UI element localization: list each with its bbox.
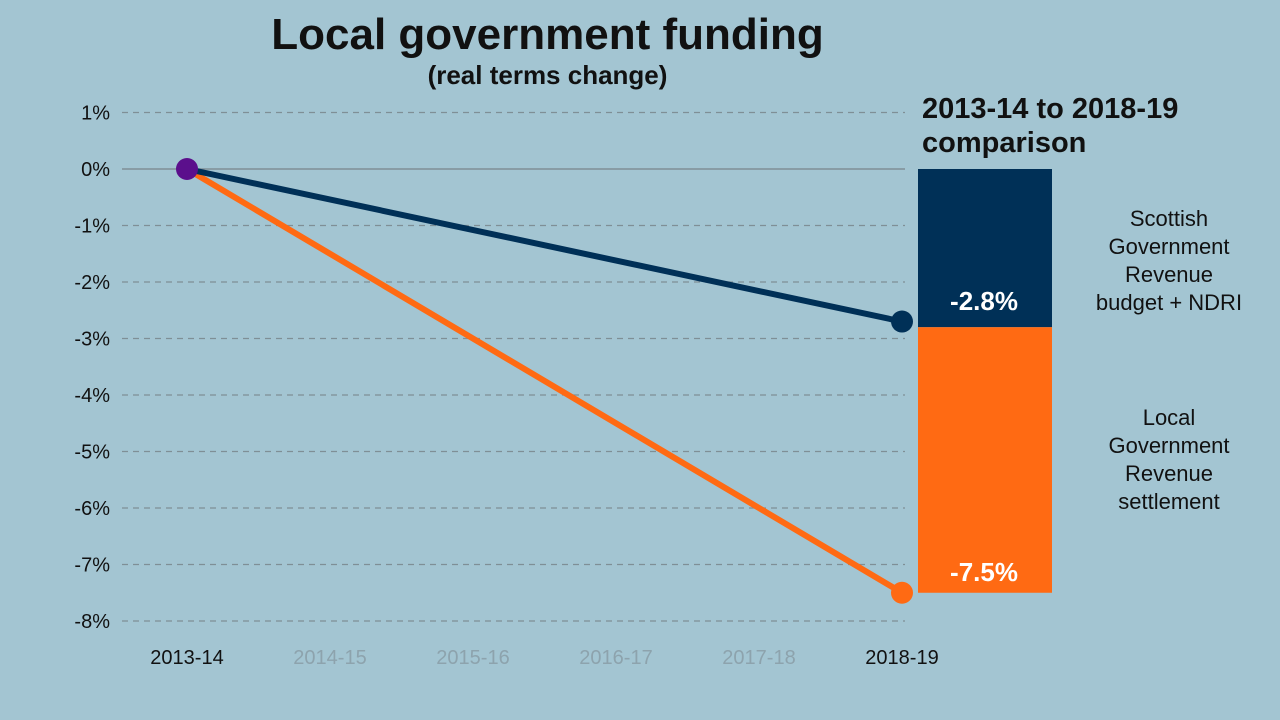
series-end-point xyxy=(891,310,913,333)
comparison-bar-label: -2.8% xyxy=(950,286,1018,316)
comparison-bar: -2.8% -7.5% xyxy=(918,169,1052,593)
x-tick-label: 2014-15 xyxy=(293,647,366,669)
series-points xyxy=(176,158,913,604)
x-tick-label: 2016-17 xyxy=(579,647,652,669)
comparison-bar-segment xyxy=(918,169,1052,328)
x-tick-label: 2013-14 xyxy=(150,647,223,669)
y-tick-label: -8% xyxy=(74,611,110,633)
y-tick-label: 0% xyxy=(81,159,110,181)
y-tick-label: -3% xyxy=(74,329,110,351)
series-line xyxy=(184,166,905,325)
comparison-title-line1: 2013-14 to 2018-19 xyxy=(922,93,1179,125)
legend-local-line4: settlement xyxy=(1118,489,1220,514)
comparison-title-line2: comparison xyxy=(922,127,1087,159)
legend-local-line2: Government xyxy=(1108,433,1230,458)
comparison-bar-segment xyxy=(918,327,1052,593)
chart-subtitle: (real terms change) xyxy=(427,60,668,90)
y-tick-label: 1% xyxy=(81,103,110,125)
y-tick-label: -1% xyxy=(74,216,110,238)
legend-local-line1: Local xyxy=(1142,405,1196,430)
comparison-title: 2013-14 to 2018-19 comparison xyxy=(922,92,1262,160)
legend-scottish-line3: Revenue xyxy=(1124,262,1214,287)
series-lines xyxy=(184,166,905,596)
series-end-point xyxy=(891,581,913,604)
y-tick-label: -2% xyxy=(74,272,110,294)
legend-local: Local Government Revenue settlement xyxy=(1069,404,1269,516)
legend-scottish-line4: budget + NDRI xyxy=(1095,290,1243,315)
x-axis-ticks: 2013-14 2014-15 2015-16 2016-17 2017-18 2018-… xyxy=(150,647,938,669)
y-tick-label: -6% xyxy=(74,498,110,520)
series-start-point xyxy=(176,158,198,180)
y-tick-label: -7% xyxy=(74,555,110,577)
legend-scottish-line2: Government xyxy=(1108,234,1230,259)
series-line xyxy=(184,166,905,596)
comparison-bar-label: -7.5% xyxy=(950,557,1018,587)
legend-scottish: Scottish Government Revenue budget + NDR… xyxy=(1069,205,1269,317)
y-tick-label: -5% xyxy=(74,442,110,464)
x-tick-label: 2017-18 xyxy=(722,647,795,669)
chart-title: Local government funding xyxy=(271,10,824,59)
legend-scottish-line1: Scottish xyxy=(1129,206,1209,231)
grid-lines xyxy=(122,111,905,622)
x-tick-label: 2018-19 xyxy=(865,647,938,669)
y-tick-label: -4% xyxy=(74,385,110,407)
y-axis-ticks: 1% 0% -1% -2% -3% -4% -5% -6% -7% -8% xyxy=(74,103,110,634)
x-tick-label: 2015-16 xyxy=(436,647,509,669)
legend-local-line3: Revenue xyxy=(1124,461,1214,486)
